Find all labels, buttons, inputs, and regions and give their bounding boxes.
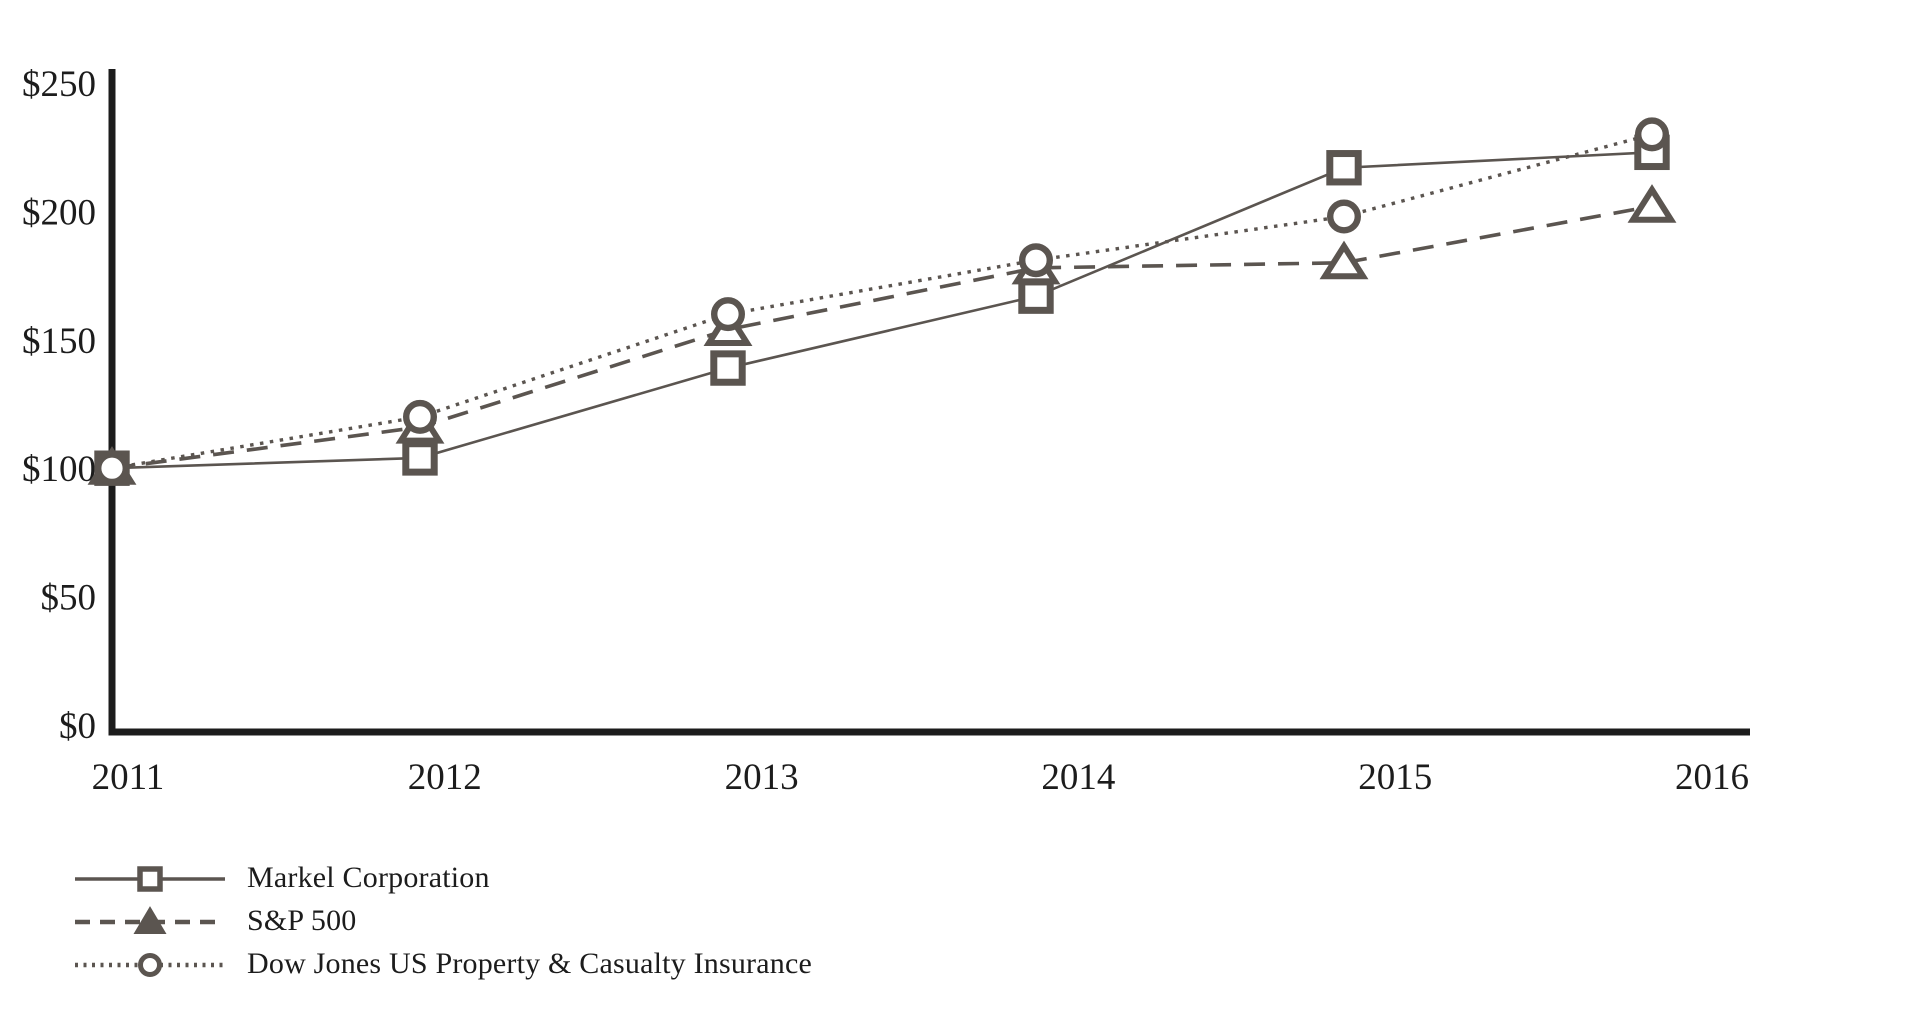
legend-swatch-solid-line-square-icon bbox=[75, 865, 225, 892]
y-tick-label: $0 bbox=[59, 706, 96, 747]
marker-square-icon bbox=[402, 440, 438, 476]
legend-item-markel-corporation: Markel Corporation bbox=[73, 856, 812, 899]
chart-legend: Markel Corporation S&P 500 Dow Jones US … bbox=[73, 856, 812, 985]
marker-circle-icon bbox=[1019, 243, 1054, 278]
x-tick-label: 2015 bbox=[1358, 757, 1432, 798]
marker-square-icon bbox=[1326, 150, 1362, 186]
legend-marker-triangle-icon bbox=[133, 905, 167, 934]
x-tick-label: 2014 bbox=[1041, 757, 1115, 798]
series-line-dashed bbox=[111, 204, 1653, 470]
series-line-solid bbox=[111, 151, 1653, 470]
y-tick-label: $50 bbox=[41, 578, 97, 619]
marker-circle-icon bbox=[711, 297, 746, 332]
y-tick-label: $100 bbox=[22, 449, 96, 490]
x-tick-label: 2016 bbox=[1675, 757, 1749, 798]
marker-square-icon bbox=[710, 350, 746, 386]
legend-swatch-dotted-line-circle-icon bbox=[75, 952, 225, 977]
legend-swatch-dashed-line-triangle-icon bbox=[75, 905, 225, 934]
legend-marker-square-icon bbox=[137, 865, 163, 892]
marker-circle-icon bbox=[403, 399, 438, 434]
y-tick-label: $250 bbox=[22, 64, 96, 105]
marker-square-icon bbox=[1018, 278, 1054, 314]
legend-item-sp500: S&P 500 bbox=[73, 899, 812, 942]
legend-marker-circle-icon bbox=[138, 952, 162, 977]
marker-triangle-icon bbox=[1627, 184, 1677, 223]
x-tick-label: 2013 bbox=[725, 757, 799, 798]
x-tick-label: 2012 bbox=[408, 757, 482, 798]
marker-circle-icon bbox=[1634, 117, 1669, 152]
plot-area: $0 $50 $100 $150 $200 $250 2011 2012 2013 2014 201… bbox=[22, 64, 1750, 798]
legend-label-sp500: S&P 500 bbox=[247, 903, 357, 937]
marker-triangle-icon bbox=[1319, 240, 1369, 280]
legend-label-dow-jones-pc-insurance: Dow Jones US Property & Casualty Insuran… bbox=[247, 946, 812, 980]
marker-circle-icon bbox=[94, 451, 129, 486]
y-tick-label: $200 bbox=[22, 192, 96, 233]
y-tick-label: $150 bbox=[22, 321, 96, 362]
x-tick-label: 2011 bbox=[92, 757, 165, 798]
series-line-dotted bbox=[111, 132, 1653, 470]
marker-circle-icon bbox=[1326, 199, 1361, 234]
legend-label-markel-corporation: Markel Corporation bbox=[247, 860, 490, 894]
legend-item-dow-jones-pc-insurance: Dow Jones US Property & Casualty Insuran… bbox=[73, 942, 812, 985]
